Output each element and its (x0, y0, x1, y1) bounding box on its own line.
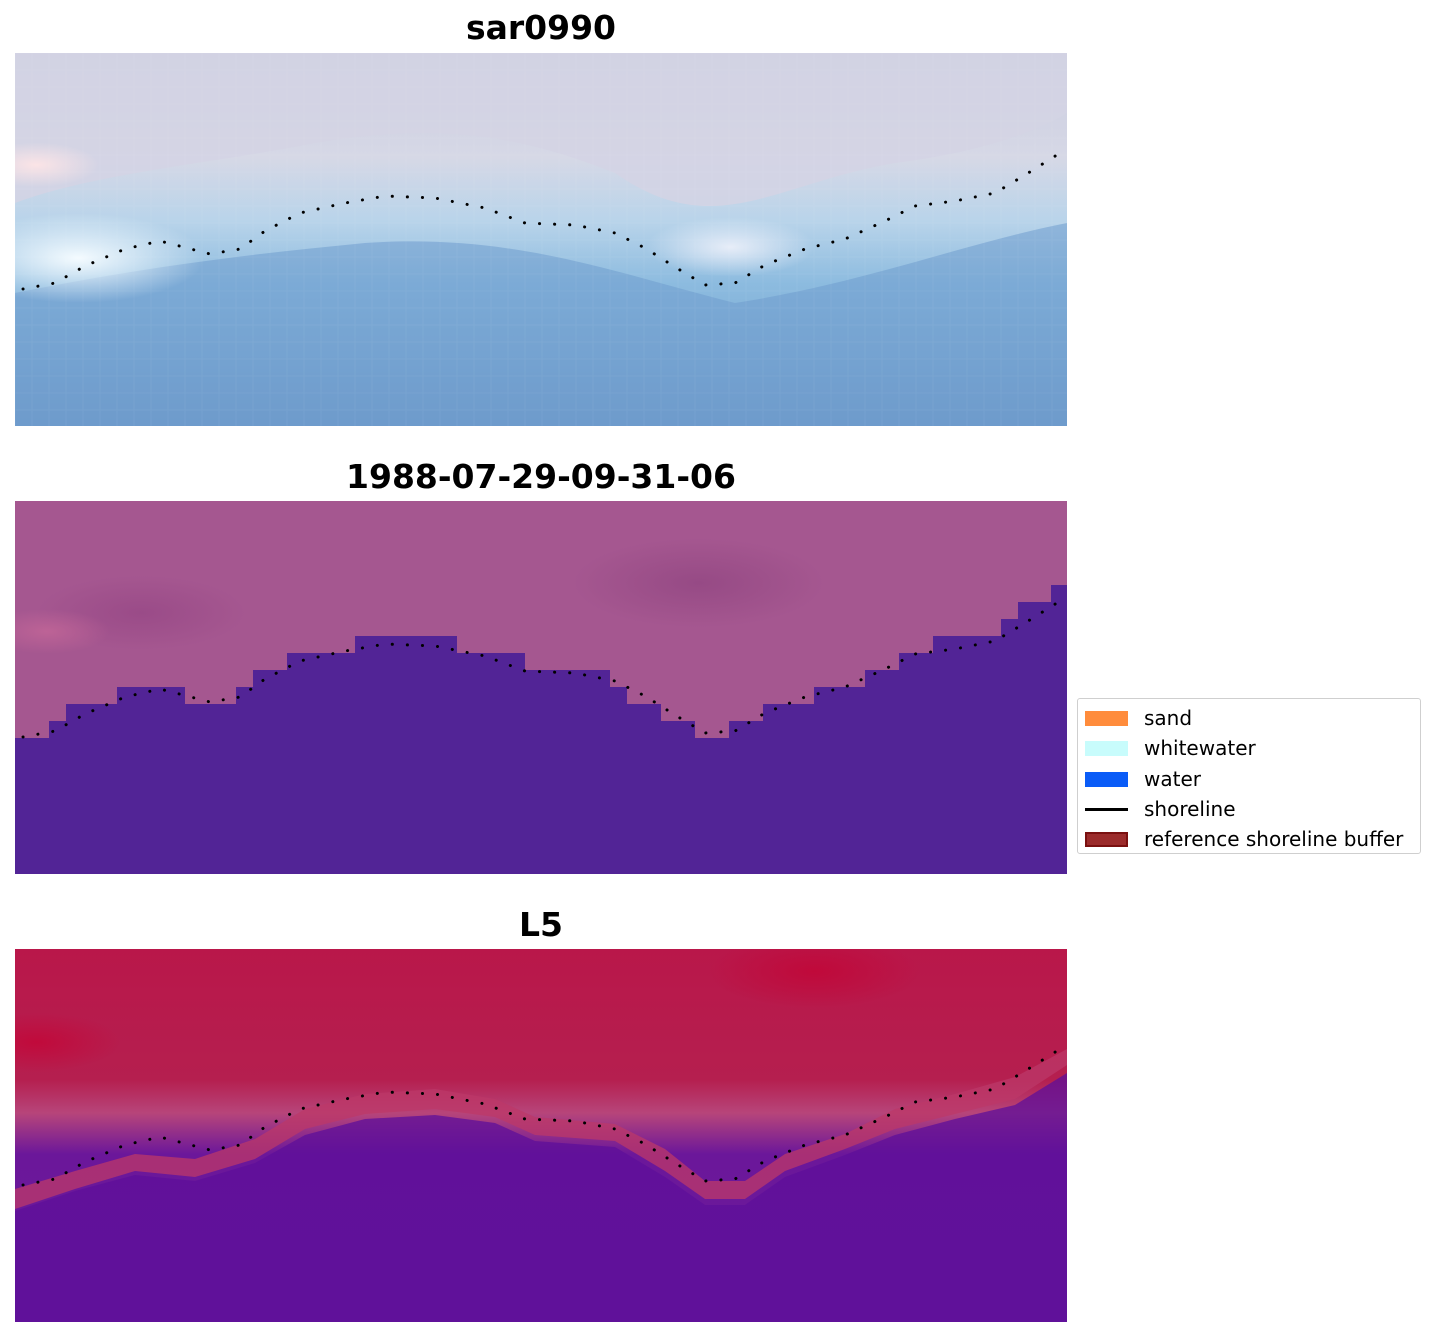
legend-label-water: water (1144, 766, 1201, 791)
sand-swatch (1085, 711, 1128, 726)
legend-item-shoreline: shoreline (1078, 794, 1420, 824)
legend-label-whitewater: whitewater (1144, 736, 1256, 761)
panel-title-index: L5 (519, 905, 563, 944)
water-swatch (1085, 771, 1128, 787)
panel-title-rgb: sar0990 (465, 8, 617, 47)
reference-buffer-swatch (1085, 832, 1128, 848)
legend-item-sand: sand (1078, 703, 1420, 733)
shoreline-index (21, 1047, 1062, 1187)
classification-image (15, 501, 1067, 874)
legend-item-water: water (1078, 764, 1420, 794)
water-region (15, 585, 1067, 874)
whitewater-swatch (1085, 741, 1128, 757)
index-image (15, 949, 1067, 1322)
panel-title-classification: 1988-07-29-09-31-06 (346, 457, 736, 496)
shoreline-line-icon (1085, 807, 1128, 811)
legend: sand whitewater water shoreline referenc… (1077, 698, 1421, 854)
legend-label-shoreline: shoreline (1144, 796, 1236, 821)
legend-label-reference-buffer: reference shoreline buffer (1144, 827, 1404, 852)
legend-item-whitewater: whitewater (1078, 733, 1420, 763)
rgb-image (15, 53, 1067, 426)
legend-item-reference-buffer: reference shoreline buffer (1078, 824, 1420, 854)
shoreline-classification (21, 599, 1062, 739)
legend-label-sand: sand (1144, 706, 1193, 730)
shoreline-rgb (21, 151, 1062, 291)
